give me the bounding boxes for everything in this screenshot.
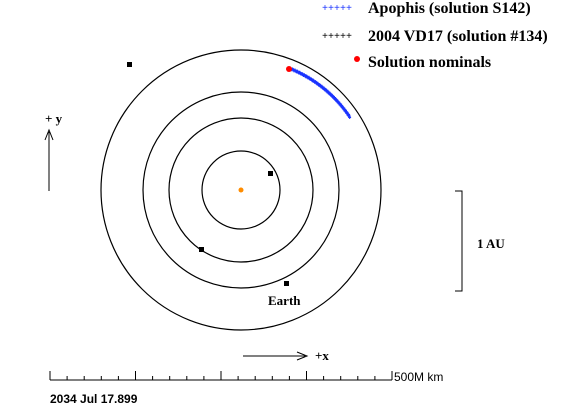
distance-ruler [49, 371, 393, 381]
nominal-solution-dot [286, 66, 292, 72]
sun-marker [238, 187, 244, 193]
y-axis-arrowhead [44, 128, 54, 141]
apophis-solution-cross [348, 115, 352, 119]
planet-markers [127, 62, 289, 286]
ruler-label: 500M km [394, 370, 443, 384]
au-bracket-line [455, 190, 463, 292]
au-scale-bracket [455, 190, 463, 292]
legend-nominals-label: Solution nominals [368, 54, 491, 71]
x-axis-arrowhead [296, 351, 309, 361]
earth-marker [284, 281, 289, 286]
epoch-date: 2034 Jul 17.899 [50, 392, 138, 406]
apophis-solution-cloud [288, 66, 352, 119]
legend-nominal-dot [354, 56, 360, 62]
y-axis-label: + y [45, 111, 63, 126]
mars-marker [127, 62, 132, 67]
x-axis-indicator: +x [243, 348, 329, 363]
orbit-mars [100, 49, 382, 331]
venus-marker [199, 247, 204, 252]
orbits [100, 49, 382, 331]
x-axis-label: +x [315, 348, 329, 363]
legend-vd17-symbol: +++++ [322, 32, 352, 43]
legend-apophis-label: Apophis (solution S142) [368, 0, 531, 17]
legend-apophis-symbol: +++++ [322, 4, 352, 15]
legend-vd17-label: 2004 VD17 (solution #134) [368, 28, 548, 45]
mercury-marker [268, 171, 273, 176]
orbit-earth [142, 91, 340, 289]
legend: +++++ Apophis (solution S142) +++++ 2004… [322, 0, 548, 71]
orbit-mercury [201, 150, 281, 230]
earth-label: Earth [268, 293, 301, 308]
y-axis-indicator: + y [44, 111, 63, 191]
orbit-venus [168, 117, 314, 263]
au-scale-label: 1 AU [477, 236, 505, 251]
